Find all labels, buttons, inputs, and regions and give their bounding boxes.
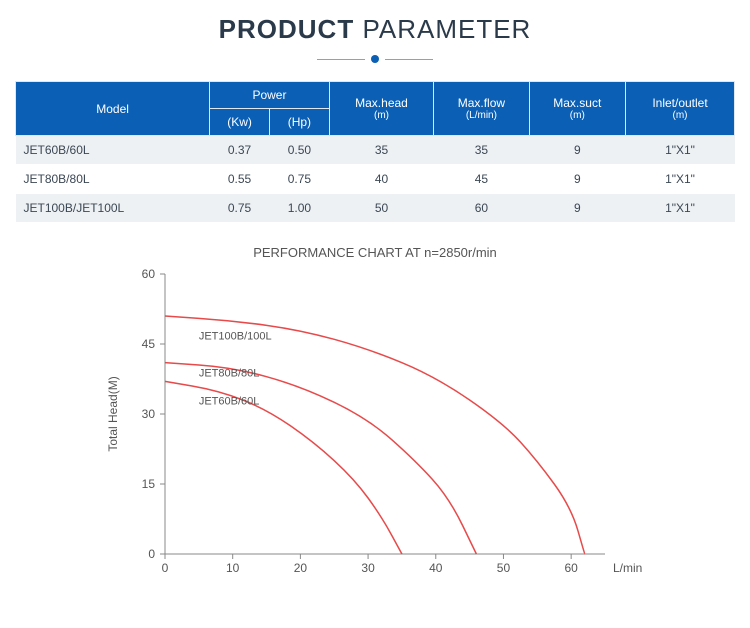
title-underline (315, 55, 435, 63)
svg-text:60: 60 (564, 561, 578, 575)
th-maxhead: Max.head (m) (329, 82, 433, 136)
svg-text:L/min: L/min (613, 561, 642, 575)
th-power-hp: (Hp) (269, 109, 329, 136)
svg-text:JET80B/80L: JET80B/80L (199, 368, 260, 380)
table-row: JET60B/60L 0.37 0.50 35 35 9 1"X1" (16, 136, 735, 165)
cell-hp: 0.75 (269, 165, 329, 194)
cell-inout: 1"X1" (626, 165, 735, 194)
cell-head: 50 (329, 194, 433, 223)
cell-hp: 1.00 (269, 194, 329, 223)
svg-text:50: 50 (497, 561, 511, 575)
cell-inout: 1"X1" (626, 136, 735, 165)
table-body: JET60B/60L 0.37 0.50 35 35 9 1"X1" JET80… (16, 136, 735, 223)
title-light: PARAMETER (362, 14, 531, 44)
svg-text:Total Head(M): Total Head(M) (106, 376, 120, 451)
th-maxsuct-unit: (m) (534, 110, 621, 121)
cell-suct: 9 (529, 136, 625, 165)
chart-svg: 0 10 20 30 40 50 60 0 15 30 45 60 Total Head(M) L/min… (95, 264, 655, 584)
svg-text:30: 30 (361, 561, 375, 575)
performance-chart: PERFORMANCE CHART AT n=2850r/min 0 10 20 30… (95, 245, 655, 584)
underline-dot-icon (371, 55, 379, 63)
svg-text:JET100B/100L: JET100B/100L (199, 330, 272, 342)
cell-flow: 60 (434, 194, 529, 223)
svg-text:40: 40 (429, 561, 443, 575)
title-bold: PRODUCT (219, 14, 355, 44)
th-maxflow-label: Max.flow (458, 96, 505, 110)
cell-inout: 1"X1" (626, 194, 735, 223)
parameter-table: Model Power Max.head (m) Max.flow (L/min… (15, 81, 735, 223)
svg-text:0: 0 (162, 561, 169, 575)
cell-suct: 9 (529, 194, 625, 223)
cell-model: JET60B/60L (16, 136, 210, 165)
cell-flow: 45 (434, 165, 529, 194)
chart-title: PERFORMANCE CHART AT n=2850r/min (95, 245, 655, 260)
table-row: JET100B/JET100L 0.75 1.00 50 60 9 1"X1" (16, 194, 735, 223)
cell-suct: 9 (529, 165, 625, 194)
th-inout-label: Inlet/outlet (652, 96, 707, 110)
th-model: Model (16, 82, 210, 136)
th-inout: Inlet/outlet (m) (626, 82, 735, 136)
cell-head: 35 (329, 136, 433, 165)
th-maxhead-unit: (m) (334, 110, 429, 121)
th-maxflow: Max.flow (L/min) (434, 82, 529, 136)
th-maxsuct-label: Max.suct (553, 96, 601, 110)
svg-text:20: 20 (294, 561, 308, 575)
svg-text:15: 15 (142, 477, 156, 491)
th-maxsuct: Max.suct (m) (529, 82, 625, 136)
th-maxhead-label: Max.head (355, 96, 408, 110)
svg-text:10: 10 (226, 561, 240, 575)
th-power-kw: (Kw) (210, 109, 270, 136)
cell-kw: 0.75 (210, 194, 270, 223)
th-inout-unit: (m) (630, 110, 730, 121)
page-title: PRODUCT PARAMETER (0, 0, 750, 45)
cell-kw: 0.37 (210, 136, 270, 165)
cell-kw: 0.55 (210, 165, 270, 194)
table-row: JET80B/80L 0.55 0.75 40 45 9 1"X1" (16, 165, 735, 194)
th-maxflow-unit: (L/min) (438, 110, 524, 121)
cell-model: JET80B/80L (16, 165, 210, 194)
svg-text:60: 60 (142, 267, 156, 281)
th-power: Power (210, 82, 330, 109)
cell-head: 40 (329, 165, 433, 194)
svg-text:30: 30 (142, 407, 156, 421)
cell-flow: 35 (434, 136, 529, 165)
svg-text:45: 45 (142, 337, 156, 351)
svg-text:JET60B/60L: JET60B/60L (199, 396, 260, 408)
svg-text:0: 0 (148, 547, 155, 561)
underline-left (317, 59, 365, 60)
cell-model: JET100B/JET100L (16, 194, 210, 223)
underline-right (385, 59, 433, 60)
cell-hp: 0.50 (269, 136, 329, 165)
